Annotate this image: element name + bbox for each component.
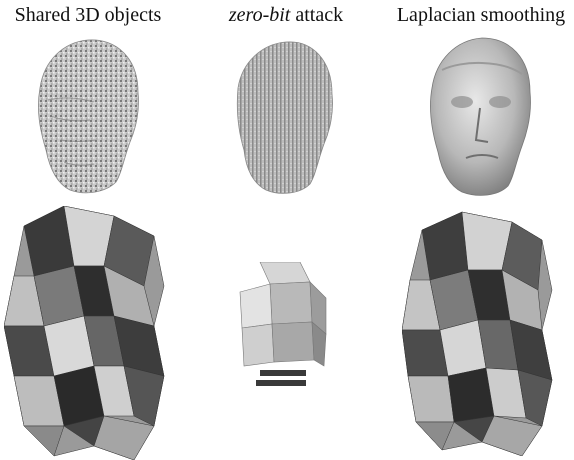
spiky-mesh-shared-image bbox=[4, 206, 165, 460]
blocky-mesh-zero-bit-image bbox=[239, 262, 327, 386]
column-title-italic: zero-bit bbox=[228, 4, 291, 26]
column-title-laplacian-smoothing: Laplacian smoothing bbox=[396, 4, 566, 26]
head-mesh-shared-image bbox=[38, 39, 139, 194]
column-title-rest: attack bbox=[290, 4, 344, 26]
column-title-zero-bit-attack: zero-bit attack bbox=[198, 2, 374, 28]
column-title-shared-3d-objects: Shared 3D objects bbox=[14, 4, 162, 26]
head-mesh-smoothed-image bbox=[430, 37, 531, 196]
head-mesh-zero-bit-image bbox=[236, 41, 333, 194]
spiky-mesh-smoothed-image bbox=[402, 211, 553, 456]
